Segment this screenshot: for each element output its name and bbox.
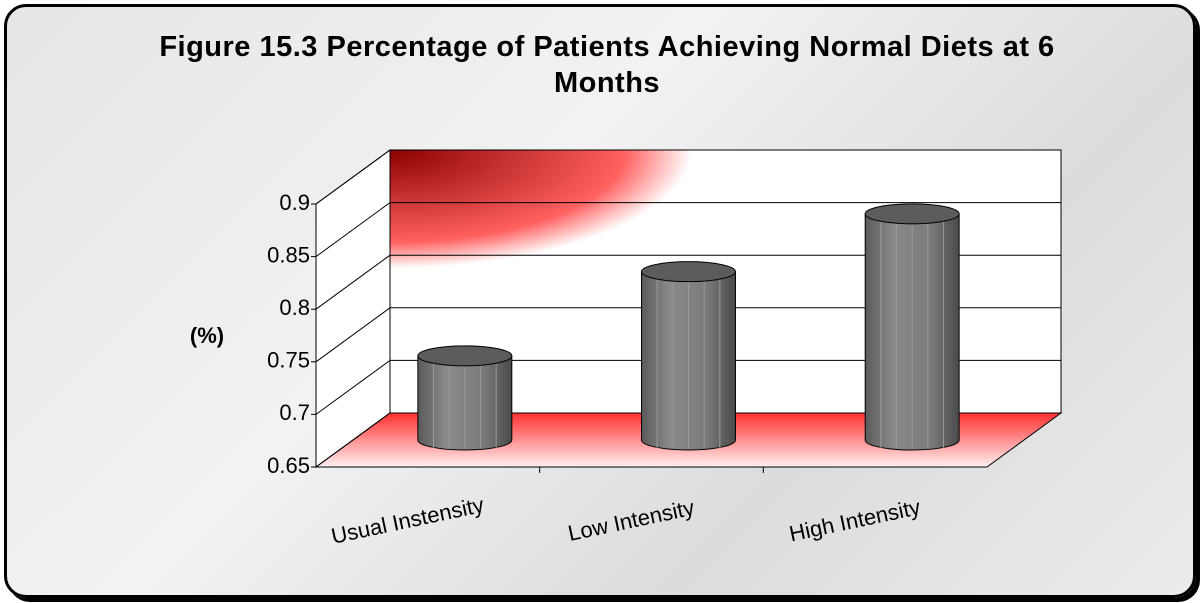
grid-line-side bbox=[315, 359, 391, 415]
y-tick-label: 0.8 bbox=[279, 295, 310, 320]
grid-line-side bbox=[315, 149, 391, 205]
y-tick-label: 0.85 bbox=[267, 242, 310, 267]
bar-top bbox=[417, 345, 513, 367]
y-tick-label: 0.7 bbox=[279, 400, 310, 425]
grid-line-side bbox=[315, 202, 391, 258]
x-tick-label: High Intensity bbox=[787, 494, 923, 546]
grid-line-side bbox=[315, 307, 391, 363]
bar-top bbox=[641, 261, 736, 283]
y-tick-label: 0.9 bbox=[279, 190, 310, 215]
chart-title: Figure 15.3 Percentage of Patients Achie… bbox=[159, 31, 1055, 99]
x-tick-label: Usual Instensity bbox=[329, 492, 486, 549]
y-tick-label: 0.75 bbox=[267, 348, 310, 373]
grid-line-side bbox=[315, 412, 391, 468]
x-tick-label: Low Intensity bbox=[566, 495, 697, 546]
cylinder bbox=[417, 345, 513, 451]
cylinder bbox=[864, 203, 960, 451]
cylinder bbox=[641, 261, 736, 451]
y-axis-label: (%) bbox=[190, 323, 224, 348]
side-wall bbox=[315, 149, 391, 468]
bar-top bbox=[864, 203, 960, 225]
grid-line-side bbox=[315, 254, 391, 310]
y-tick-label: 0.65 bbox=[267, 453, 310, 478]
